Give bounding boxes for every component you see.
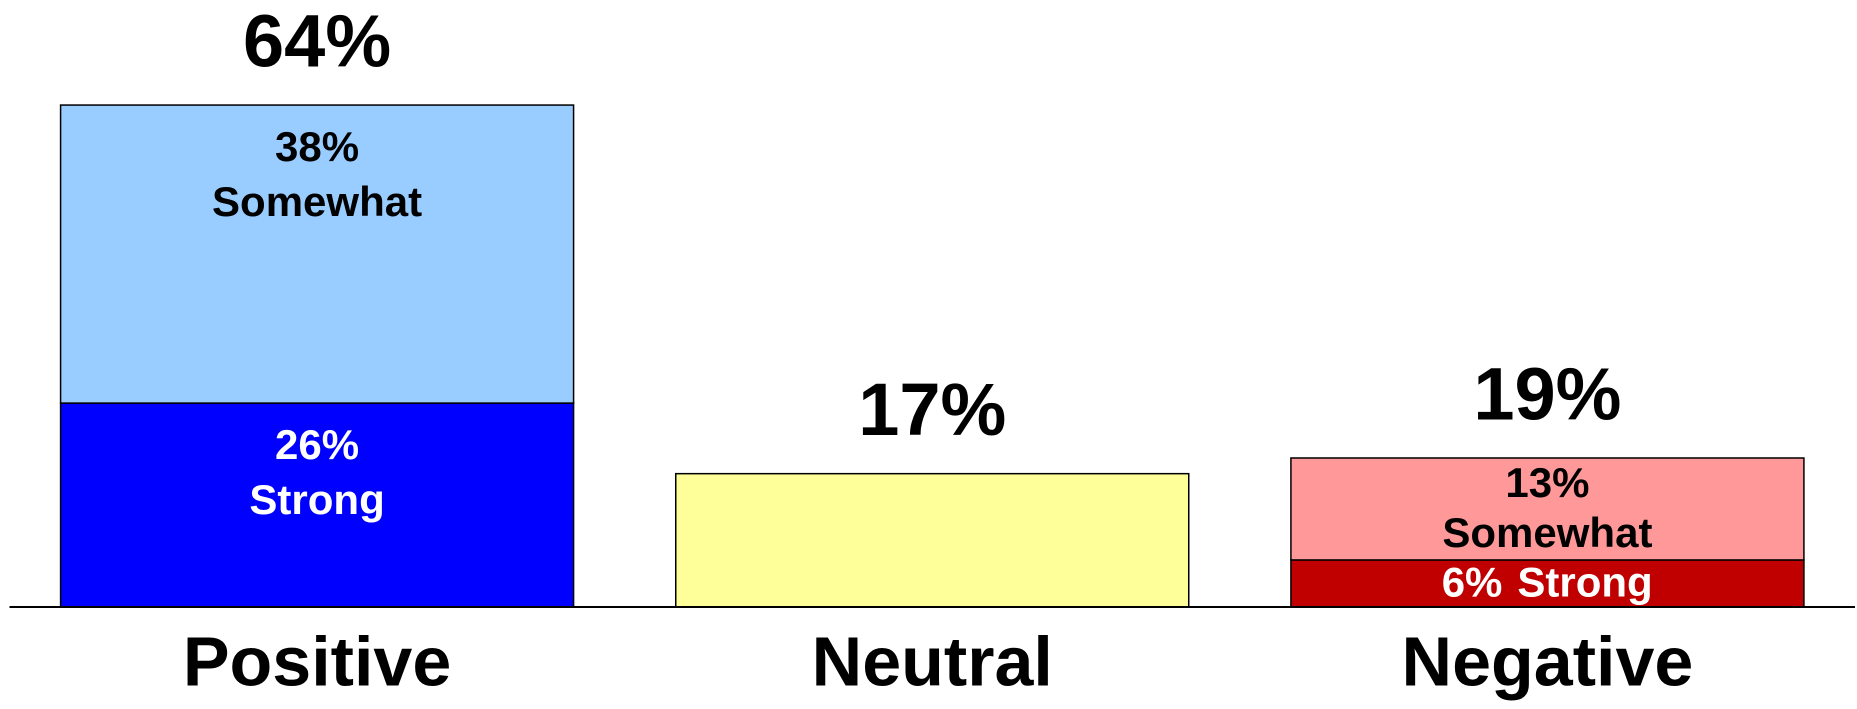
segment-name-label: Strong xyxy=(249,476,384,523)
segment-value-label: 13% xyxy=(1505,459,1589,506)
segment-name-label: Somewhat xyxy=(212,178,422,225)
segment-value-label: 38% xyxy=(275,123,359,170)
segment-value-label: 26% xyxy=(275,421,359,468)
bar-segment xyxy=(59,104,575,404)
segment-value-label: 6% xyxy=(1442,559,1503,606)
total-label: 17% xyxy=(858,368,1006,451)
bar-segment xyxy=(1290,457,1805,561)
category-label: Positive xyxy=(183,622,451,700)
category-label: Negative xyxy=(1402,622,1694,700)
bar-segment xyxy=(675,472,1190,608)
category-label: Neutral xyxy=(812,622,1053,700)
bar-segment xyxy=(59,402,575,608)
segment-name-label: Strong xyxy=(1517,559,1652,606)
total-label: 19% xyxy=(1473,353,1621,436)
total-label: 64% xyxy=(243,0,391,83)
segment-name-label: Somewhat xyxy=(1442,509,1652,556)
